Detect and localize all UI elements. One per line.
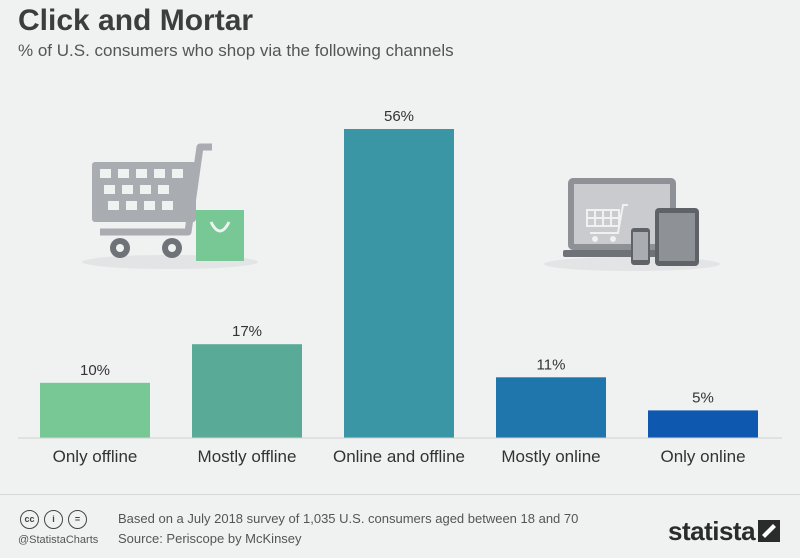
twitter-handle[interactable]: @StatistaCharts — [18, 534, 99, 546]
shopping-bag-icon — [196, 210, 244, 261]
statista-logo[interactable]: statista — [668, 516, 756, 546]
category-label-mostly-offline: Mostly offline — [198, 447, 297, 466]
chart-subtitle: % of U.S. consumers who shop via the fol… — [18, 41, 454, 60]
no-derivatives-icon: = — [68, 510, 87, 529]
value-label-only-online: 5% — [692, 389, 714, 406]
category-label-online-and-offline: Online and offline — [333, 447, 465, 466]
value-label-mostly-offline: 17% — [232, 323, 262, 340]
attribution-icon: i — [44, 510, 63, 529]
bar-series: 10% Only offline 17% Mostly offline 56% Onlin… — [40, 108, 758, 466]
statista-logo-mark-icon — [758, 520, 780, 542]
creative-commons-icon: cc — [20, 510, 39, 529]
bar-mostly-online — [496, 377, 606, 438]
mini-cart-icon — [586, 204, 628, 234]
value-label-mostly-online: 11% — [537, 356, 566, 373]
survey-note: Based on a July 2018 survey of 1,035 U.S… — [118, 511, 579, 526]
category-label-only-online: Only online — [660, 447, 745, 466]
value-label-only-offline: 10% — [80, 362, 110, 379]
footer-divider — [0, 494, 800, 495]
bar-only-offline — [40, 382, 150, 438]
bar-mostly-offline — [192, 344, 302, 438]
source-note: Source: Periscope by McKinsey — [118, 531, 302, 546]
category-label-only-offline: Only offline — [53, 447, 138, 466]
devices-icon — [544, 178, 720, 271]
chart-title: Click and Mortar — [18, 4, 254, 37]
bar-online-and-offline — [344, 129, 454, 438]
category-label-mostly-online: Mostly online — [501, 447, 600, 466]
bar-only-online — [648, 410, 758, 438]
bar-chart: 10% Only offline 17% Mostly offline 56% Onlin… — [18, 108, 782, 466]
license-icons: cc i = — [20, 510, 87, 529]
value-label-online-and-offline: 56% — [384, 108, 414, 125]
